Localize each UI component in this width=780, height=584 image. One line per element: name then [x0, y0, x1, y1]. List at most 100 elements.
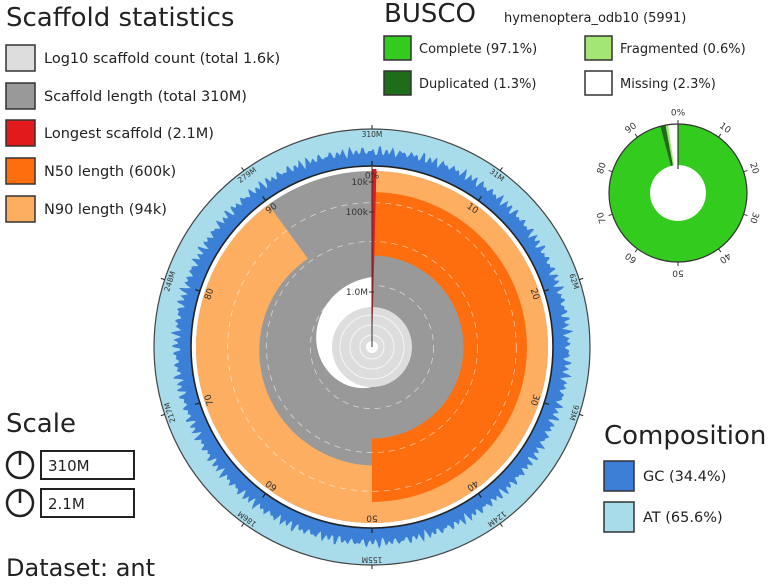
percent-tick-label: 70 [203, 392, 216, 406]
radial-tick-label: 1.0M [346, 288, 368, 298]
scaffold-stats-title: Scaffold statistics [6, 3, 234, 33]
busco-title: BUSCO [384, 0, 476, 29]
percent-tick-mark [194, 402, 201, 406]
composition-swatch-at [603, 501, 635, 533]
scale-box-longest [40, 488, 135, 518]
legend-item-longest-scaffold: Longest scaffold (2.1M) [5, 119, 214, 147]
busco-legend-fragmented: Fragmented (0.6%) [584, 35, 746, 61]
composition-item-at: AT (65.6%) [603, 501, 723, 533]
scale-box-total [40, 450, 135, 480]
composition-swatch-gc [603, 460, 635, 492]
scaffold-length-spiral [314, 300, 372, 439]
legend-label-longest-scaffold: Longest scaffold (2.1M) [44, 126, 214, 142]
percent-tick-mark [262, 196, 267, 201]
radial-tick-label: 100k [346, 208, 369, 218]
length-tick-mark [499, 167, 503, 171]
busco-tick-mark [608, 169, 613, 173]
legend-swatch-n50 [5, 157, 36, 185]
busco-legend-missing: Missing (2.3%) [584, 70, 716, 96]
busco-tick-label: 20 [747, 161, 760, 175]
scale-value-total: 310M [48, 457, 90, 475]
legend-item-n90: N90 length (94k) [5, 195, 167, 223]
scale-value-longest: 2.1M [48, 495, 85, 513]
scale-item-longest: 2.1M [5, 488, 135, 518]
legend-swatch-scaffold-count [5, 44, 36, 72]
legend-label-n50: N50 length (600k) [44, 164, 176, 180]
busco-tick-label: 80 [596, 161, 609, 175]
legend-label-n90: N90 length (94k) [44, 202, 167, 218]
percent-tick-label: 0% [365, 172, 380, 182]
percent-tick-label: 80 [203, 287, 216, 301]
legend-swatch-n90 [5, 195, 36, 223]
radius-guide [227, 202, 517, 492]
busco-swatch-complete [383, 35, 412, 61]
percent-tick-label: 50 [366, 513, 378, 523]
busco-tick-label: 40 [717, 250, 732, 265]
busco-tick-label: 70 [596, 210, 609, 224]
busco-tick-label: 30 [747, 211, 760, 225]
busco-tick-mark [718, 133, 722, 138]
longest-scaffold-wedge [372, 169, 377, 344]
busco-lineage: hymenoptera_odb10 (5991) [504, 11, 686, 26]
composition-label-at: AT (65.6%) [643, 510, 723, 526]
busco-legend-complete: Complete (97.1%) [383, 35, 537, 61]
length-tick-mark [241, 523, 245, 527]
composition-title: Composition [604, 421, 766, 451]
busco-tick-mark [718, 248, 722, 253]
length-tick-mark [241, 167, 245, 171]
legend-item-scaffold-length: Scaffold length (total 310M) [5, 82, 247, 110]
scale-title: Scale [6, 409, 76, 439]
busco-donut: 0% 10 20 30 40 50 60 70 80 90 [596, 109, 760, 278]
busco-tick-mark [634, 248, 638, 253]
composition-item-gc: GC (34.4%) [603, 460, 726, 492]
busco-label-complete: Complete (97.1%) [419, 42, 537, 57]
busco-slice-complete [609, 124, 748, 263]
busco-tick-label: 10 [717, 121, 732, 136]
busco-legend-duplicated: Duplicated (1.3%) [383, 70, 537, 96]
dataset-label: Dataset: ant [6, 554, 155, 582]
percent-tick-mark [543, 288, 550, 292]
busco-tick-label: 60 [623, 250, 638, 265]
busco-tick-label: 50 [672, 268, 684, 278]
legend-item-n50: N50 length (600k) [5, 157, 176, 185]
scale-item-total: 310M [5, 450, 135, 480]
percent-tick-mark [262, 493, 267, 498]
busco-tick-mark [743, 213, 748, 217]
radial-tick-label: 10k [351, 178, 368, 188]
busco-swatch-fragmented [584, 35, 613, 61]
percent-tick-label: 20 [528, 287, 541, 301]
percent-tick-mark [543, 402, 550, 406]
composition-label-gc: GC (34.4%) [643, 469, 726, 485]
percent-tick-mark [194, 288, 201, 292]
legend-swatch-scaffold-length [5, 82, 36, 110]
length-tick-mark [579, 413, 584, 417]
percent-tick-label: 30 [528, 393, 541, 407]
busco-tick-label: 0% [671, 109, 686, 119]
legend-label-scaffold-count: Log10 scaffold count (total 1.6k) [44, 51, 280, 67]
busco-label-fragmented: Fragmented (0.6%) [620, 42, 746, 57]
busco-slice-fragmented [665, 124, 675, 166]
length-tick-label: 155M [362, 555, 383, 564]
legend-label-scaffold-length: Scaffold length (total 310M) [44, 89, 247, 105]
busco-swatch-duplicated [383, 70, 412, 96]
percent-tick-mark [477, 493, 482, 498]
legend-swatch-longest-scaffold [5, 119, 36, 147]
length-tick-label: 310M [362, 130, 383, 139]
length-tick-mark [579, 277, 584, 281]
busco-label-duplicated: Duplicated (1.3%) [419, 77, 537, 92]
length-tick-mark [160, 277, 165, 281]
snail-chart: 10k100k1.0M0%102030405060708090310M31M62… [153, 125, 591, 569]
busco-slice-missing [668, 124, 678, 166]
busco-tick-label: 90 [624, 121, 639, 136]
busco-tick-mark [743, 169, 748, 173]
busco-tick-mark [608, 213, 613, 217]
percent-tick-mark [477, 196, 482, 201]
busco-tick-mark [634, 133, 638, 138]
busco-swatch-missing [584, 70, 613, 96]
busco-label-missing: Missing (2.3%) [620, 77, 716, 92]
length-tick-mark [499, 523, 503, 527]
n50-length-area [372, 192, 527, 502]
length-tick-mark [160, 413, 165, 417]
busco-slice-duplicated [660, 125, 673, 166]
